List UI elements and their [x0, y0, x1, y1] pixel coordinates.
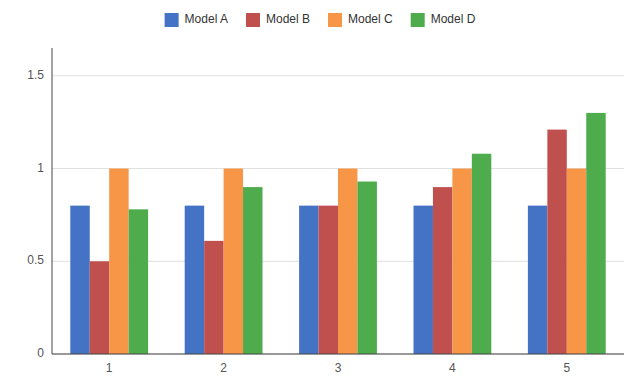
bar: [90, 261, 109, 354]
grid-line: [52, 75, 624, 76]
bar: [70, 206, 89, 354]
y-tick-label: 0: [37, 346, 44, 360]
grid: [52, 76, 624, 354]
legend-label: Model C: [348, 12, 393, 26]
bar: [338, 169, 357, 354]
bar: [319, 206, 338, 354]
bar: [357, 182, 376, 354]
bars: [70, 113, 605, 354]
bar: [243, 187, 262, 354]
y-tick-label: 0.5: [27, 253, 44, 267]
legend-item: Model D: [411, 12, 476, 27]
legend-item: Model C: [328, 12, 393, 27]
x-tick-label: 3: [335, 361, 342, 375]
bar: [472, 154, 491, 354]
legend-swatch: [411, 13, 425, 27]
legend-label: Model D: [431, 12, 476, 26]
bar: [129, 209, 148, 354]
bar: [433, 187, 452, 354]
bar: [224, 169, 243, 354]
bar: [547, 130, 566, 354]
x-axis-line: [52, 354, 624, 355]
legend: Model A Model B Model C Model D: [165, 12, 476, 27]
bar: [299, 206, 318, 354]
bar: [109, 169, 128, 354]
grid-line: [52, 354, 624, 355]
bar: [567, 169, 586, 354]
legend-swatch: [328, 13, 342, 27]
legend-swatch: [246, 13, 260, 27]
legend-item: Model A: [165, 12, 228, 27]
legend-label: Model A: [185, 12, 228, 26]
y-tick-label: 1: [37, 161, 44, 175]
chart: 00.511.512345Model AModel BModel CModel …: [0, 0, 640, 388]
bar: [414, 206, 433, 354]
y-tick-label: 1.5: [27, 68, 44, 82]
bar: [204, 241, 223, 354]
bar: [528, 206, 547, 354]
x-tick-label: 1: [106, 361, 113, 375]
legend-item: Model B: [246, 12, 310, 27]
x-tick-label: 2: [220, 361, 227, 375]
x-tick-label: 4: [449, 361, 456, 375]
bar: [452, 169, 471, 354]
legend-swatch: [165, 13, 179, 27]
bar: [185, 206, 204, 354]
bar: [586, 113, 605, 354]
legend-label: Model B: [266, 12, 310, 26]
x-tick-label: 5: [563, 361, 570, 375]
chart-container: 00.511.512345Model AModel BModel CModel …: [0, 0, 640, 388]
y-axis-line: [52, 48, 53, 354]
